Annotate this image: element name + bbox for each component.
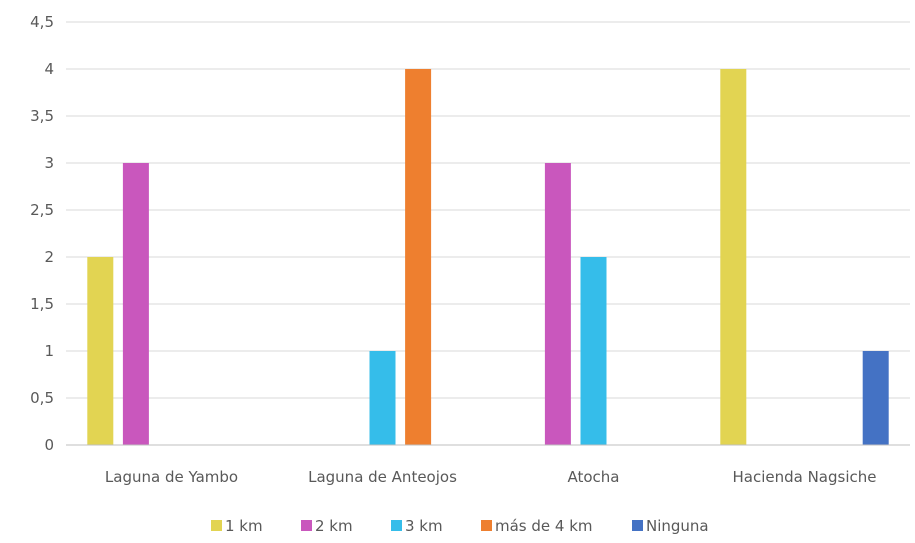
x-category-label: Hacienda Nagsiche [732, 468, 876, 486]
bar [862, 351, 889, 445]
legend-label: 2 km [315, 517, 353, 535]
y-tick-label: 2 [44, 248, 54, 266]
x-category-label: Atocha [567, 468, 619, 486]
legend-swatch [632, 520, 643, 531]
y-tick-label: 0,5 [30, 389, 54, 407]
y-tick-label: 3,5 [30, 107, 54, 125]
y-tick-label: 2,5 [30, 201, 54, 219]
y-tick-label: 4 [44, 60, 54, 78]
legend-swatch [391, 520, 402, 531]
legend-label: Ninguna [646, 517, 709, 535]
legend-label: 3 km [405, 517, 443, 535]
x-category-label: Laguna de Anteojos [308, 468, 457, 486]
y-tick-label: 0 [44, 436, 54, 454]
legend-swatch [211, 520, 222, 531]
y-tick-label: 3 [44, 154, 54, 172]
legend-swatch [481, 520, 492, 531]
legend-label: más de 4 km [495, 517, 593, 535]
y-axis-ticks: 0 0,5 1 1,5 2 2,5 3 3,5 4 4,5 [30, 13, 54, 454]
legend-label: 1 km [225, 517, 263, 535]
y-tick-label: 1,5 [30, 295, 54, 313]
bars [87, 69, 889, 445]
bar [87, 257, 114, 445]
legend-swatch [301, 520, 312, 531]
bar [720, 69, 747, 445]
gridlines [66, 21, 910, 399]
bar [544, 163, 571, 445]
x-category-label: Laguna de Yambo [105, 468, 238, 486]
y-tick-label: 4,5 [30, 13, 54, 31]
x-axis-categories: Laguna de Yambo Laguna de Anteojos Atocha H… [105, 468, 877, 486]
y-tick-label: 1 [44, 342, 54, 360]
bar [122, 163, 149, 445]
bar [580, 257, 607, 445]
bar [405, 69, 432, 445]
legend: 1 km 2 km 3 km más de 4 km Ninguna [211, 517, 709, 535]
bar [369, 351, 396, 445]
